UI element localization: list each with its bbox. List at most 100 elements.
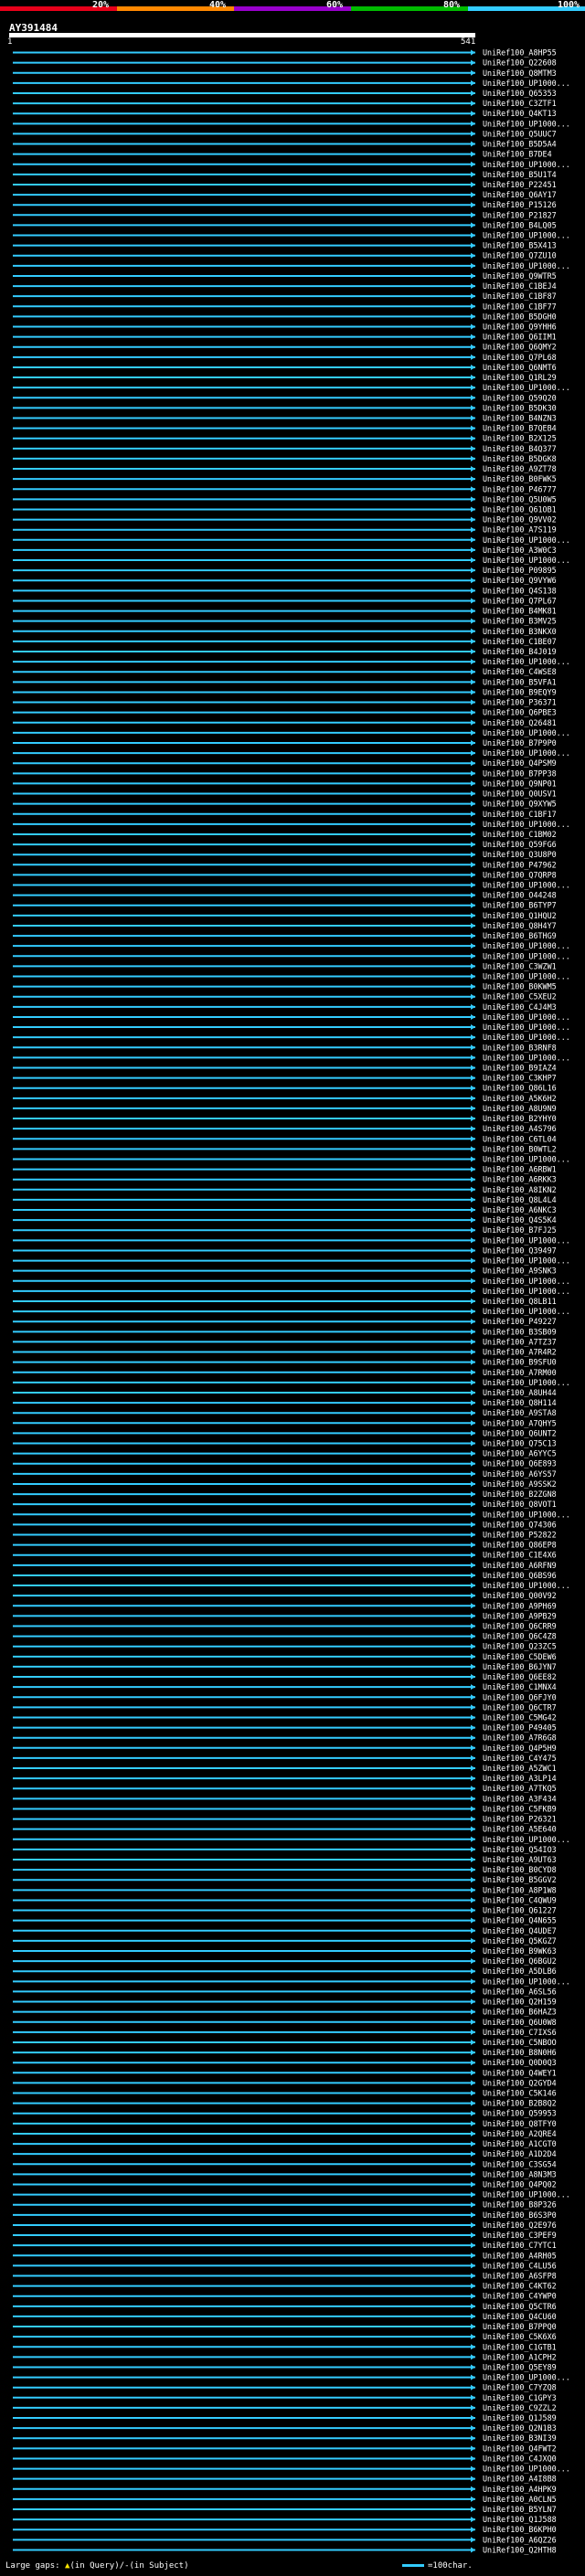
hit-label[interactable]: UniRef100_A1CPH2 <box>483 2352 557 2361</box>
hit-row[interactable]: UniRef100_Q0D0Q3 <box>13 2058 557 2067</box>
hit-label[interactable]: UniRef100_UP1000... <box>483 1378 570 1387</box>
hit-row[interactable]: UniRef100_C4KT62 <box>13 2282 557 2291</box>
hit-label[interactable]: UniRef100_Q6BS96 <box>483 1571 557 1580</box>
hit-row[interactable]: UniRef100_UP1000... <box>13 1510 570 1519</box>
hit-label[interactable]: UniRef100_B5DK30 <box>483 403 557 412</box>
hit-row[interactable]: UniRef100_A6RBW1 <box>13 1165 557 1174</box>
hit-row[interactable]: UniRef100_Q4UDE7 <box>13 1926 557 1935</box>
hit-label[interactable]: UniRef100_A9PB29 <box>483 1611 557 1620</box>
hit-label[interactable]: UniRef100_Q1HQU2 <box>483 911 557 920</box>
hit-row[interactable]: UniRef100_B3RNF8 <box>13 1043 557 1052</box>
hit-label[interactable]: UniRef100_C4QWU9 <box>483 1895 557 1904</box>
hit-label[interactable]: UniRef100_Q6C4Z8 <box>483 1632 557 1641</box>
hit-row[interactable]: UniRef100_P09895 <box>13 566 557 575</box>
hit-row[interactable]: UniRef100_Q65353 <box>13 89 557 98</box>
hit-label[interactable]: UniRef100_C4JXQ0 <box>483 2454 557 2463</box>
hit-row[interactable]: UniRef100_A6QZ26 <box>13 2535 557 2544</box>
hit-row[interactable]: UniRef100_Q6AY17 <box>13 190 557 199</box>
hit-label[interactable]: UniRef100_C4J4M3 <box>483 1002 557 1012</box>
hit-label[interactable]: UniRef100_A7TZ37 <box>483 1337 557 1346</box>
hit-row[interactable]: UniRef100_P52822 <box>13 1531 557 1540</box>
hit-label[interactable]: UniRef100_A1D2D4 <box>483 2149 557 2158</box>
hit-label[interactable]: UniRef100_UP1000... <box>483 119 570 128</box>
hit-row[interactable]: UniRef100_C4QWU9 <box>13 1895 557 1904</box>
hit-row[interactable]: UniRef100_B4NZN3 <box>13 413 557 422</box>
hit-label[interactable]: UniRef100_Q65353 <box>483 89 557 98</box>
hit-label[interactable]: UniRef100_Q6EE82 <box>483 1672 557 1681</box>
hit-row[interactable]: UniRef100_B0CYD8 <box>13 1865 557 1874</box>
hit-label[interactable]: UniRef100_B5DGH0 <box>483 312 557 321</box>
hit-label[interactable]: UniRef100_Q2HTH8 <box>483 2545 557 2554</box>
hit-row[interactable]: UniRef100_C1BM02 <box>13 830 557 839</box>
hit-row[interactable]: UniRef100_A9ZT78 <box>13 464 557 473</box>
hit-row[interactable]: UniRef100_B6KPH0 <box>13 2525 557 2534</box>
hit-row[interactable]: UniRef100_Q86EP8 <box>13 1541 557 1550</box>
hit-row[interactable]: UniRef100_B4LQ05 <box>13 220 557 229</box>
hit-label[interactable]: UniRef100_A9PH69 <box>483 1601 557 1610</box>
hit-row[interactable]: UniRef100_UP1000... <box>13 972 570 981</box>
hit-row[interactable]: UniRef100_A5K6H2 <box>13 1094 557 1103</box>
hit-label[interactable]: UniRef100_B2ZGN8 <box>483 1489 557 1499</box>
hit-label[interactable]: UniRef100_C5NBOO <box>483 2038 557 2047</box>
hit-row[interactable]: UniRef100_UP1000... <box>13 941 570 950</box>
hit-row[interactable]: UniRef100_B7FJ25 <box>13 1225 557 1235</box>
hit-label[interactable]: UniRef100_A7S119 <box>483 525 557 535</box>
hit-label[interactable]: UniRef100_Q5EY89 <box>483 2362 557 2371</box>
hit-row[interactable]: UniRef100_UP1000... <box>13 556 570 565</box>
hit-label[interactable]: UniRef100_Q1J588 <box>483 2515 557 2524</box>
hit-label[interactable]: UniRef100_A0CLN5 <box>483 2495 557 2504</box>
hit-row[interactable]: UniRef100_Q00V92 <box>13 1591 557 1600</box>
hit-label[interactable]: UniRef100_A9STA8 <box>483 1408 557 1417</box>
hit-label[interactable]: UniRef100_UP1000... <box>483 951 570 960</box>
hit-label[interactable]: UniRef100_C5MG42 <box>483 1712 557 1722</box>
hit-row[interactable]: UniRef100_P15126 <box>13 200 557 209</box>
hit-row[interactable]: UniRef100_UP1000... <box>13 1053 570 1062</box>
hit-row[interactable]: UniRef100_C3KHP7 <box>13 1074 557 1083</box>
hit-label[interactable]: UniRef100_A2QRE4 <box>483 2129 557 2138</box>
hit-row[interactable]: UniRef100_A8IKN2 <box>13 1185 557 1194</box>
hit-label[interactable]: UniRef100_A8P1W8 <box>483 1885 557 1894</box>
hit-row[interactable]: UniRef100_P36371 <box>13 698 557 707</box>
hit-label[interactable]: UniRef100_Q4S138 <box>483 586 557 595</box>
hit-label[interactable]: UniRef100_Q8LB11 <box>483 1297 557 1306</box>
hit-label[interactable]: UniRef100_B6S3P0 <box>483 2210 557 2220</box>
hit-row[interactable]: UniRef100_B4J019 <box>13 647 557 656</box>
hit-label[interactable]: UniRef100_UP1000... <box>483 657 570 666</box>
hit-row[interactable]: UniRef100_A8HP55 <box>13 48 557 58</box>
hit-row[interactable]: UniRef100_A4HPK9 <box>13 2485 557 2494</box>
hit-row[interactable]: UniRef100_UP1000... <box>13 657 570 666</box>
hit-label[interactable]: UniRef100_B5YLN7 <box>483 2505 557 2514</box>
hit-label[interactable]: UniRef100_A6YYC5 <box>483 1449 557 1458</box>
hit-row[interactable]: UniRef100_A6SL56 <box>13 1987 557 1996</box>
hit-row[interactable]: UniRef100_UP1000... <box>13 1835 570 1844</box>
hit-row[interactable]: UniRef100_C1GTB1 <box>13 2342 557 2351</box>
hit-label[interactable]: UniRef100_B3RNF8 <box>483 1043 557 1052</box>
hit-label[interactable]: UniRef100_A3LP14 <box>483 1774 557 1783</box>
hit-row[interactable]: UniRef100_A6YS57 <box>13 1469 557 1479</box>
hit-label[interactable]: UniRef100_B2X125 <box>483 434 557 443</box>
hit-row[interactable]: UniRef100_Q9XYW5 <box>13 800 557 809</box>
hit-row[interactable]: UniRef100_UP1000... <box>13 1256 570 1266</box>
hit-row[interactable]: UniRef100_Q61227 <box>13 1906 557 1915</box>
hit-row[interactable]: UniRef100_Q4FWT2 <box>13 2443 557 2453</box>
hit-label[interactable]: UniRef100_B5U1T4 <box>483 170 557 179</box>
hit-row[interactable]: UniRef100_C6TL04 <box>13 1134 557 1143</box>
hit-row[interactable]: UniRef100_Q6C4Z8 <box>13 1632 557 1641</box>
hit-label[interactable]: UniRef100_P21827 <box>483 210 557 219</box>
hit-row[interactable]: UniRef100_UP1000... <box>13 881 570 890</box>
hit-label[interactable]: UniRef100_C4YWP0 <box>483 2292 557 2301</box>
hit-row[interactable]: UniRef100_B2YHY0 <box>13 1114 557 1123</box>
hit-label[interactable]: UniRef100_Q86EP8 <box>483 1541 557 1550</box>
hit-label[interactable]: UniRef100_Q4UDE7 <box>483 1926 557 1935</box>
hit-label[interactable]: UniRef100_B0CYD8 <box>483 1865 557 1874</box>
hit-label[interactable]: UniRef100_A6SFP8 <box>483 2271 557 2280</box>
hit-row[interactable]: UniRef100_B7QEB4 <box>13 424 557 433</box>
hit-row[interactable]: UniRef100_Q74306 <box>13 1520 557 1529</box>
hit-row[interactable]: UniRef100_Q22608 <box>13 58 557 68</box>
hit-label[interactable]: UniRef100_UP1000... <box>483 1581 570 1590</box>
hit-label[interactable]: UniRef100_B6TYP7 <box>483 901 557 910</box>
hit-label[interactable]: UniRef100_A6NKC3 <box>483 1205 557 1214</box>
hit-row[interactable]: UniRef100_B4Q377 <box>13 444 557 453</box>
hit-label[interactable]: UniRef100_B8N0H6 <box>483 2048 557 2057</box>
hit-row[interactable]: UniRef100_A7TKQ5 <box>13 1784 557 1793</box>
